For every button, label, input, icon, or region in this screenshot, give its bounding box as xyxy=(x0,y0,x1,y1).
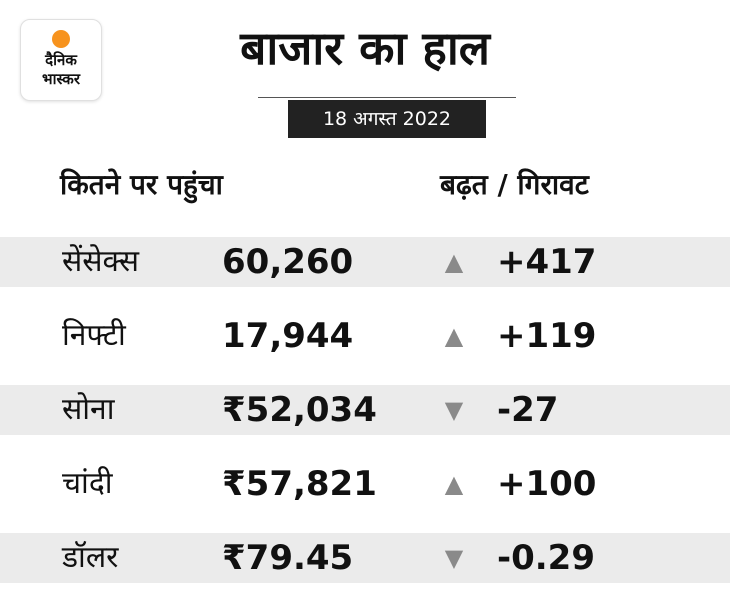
market-row-sensex: सेंसेक्स 60,260 ▲ +417 xyxy=(0,237,730,287)
date-divider xyxy=(258,97,516,98)
market-row-nifty: निफ्टी 17,944 ▲ +119 xyxy=(0,311,730,361)
row-change: +119 xyxy=(497,316,597,356)
row-name: सोना xyxy=(62,392,115,427)
dainik-bhaskar-logo: दैनिक भास्कर xyxy=(20,19,102,101)
row-change: +417 xyxy=(497,242,597,282)
row-name: चांदी xyxy=(62,466,113,501)
market-row-silver: चांदी ₹57,821 ▲ +100 xyxy=(0,459,730,509)
date-badge: 18 अगस्त 2022 xyxy=(288,100,486,138)
logo-text-line2: भास्कर xyxy=(42,70,80,88)
down-arrow-icon: ▼ xyxy=(444,396,464,424)
row-name: सेंसेक्स xyxy=(62,244,140,279)
logo-text-line1: दैनिक xyxy=(45,51,77,69)
down-arrow-icon: ▼ xyxy=(444,544,464,572)
row-change: +100 xyxy=(497,464,597,504)
row-value: 17,944 xyxy=(222,316,354,356)
column-header-change: बढ़त / गिरावट xyxy=(440,168,589,201)
up-arrow-icon: ▲ xyxy=(444,248,464,276)
up-arrow-icon: ▲ xyxy=(444,322,464,350)
row-name: डॉलर xyxy=(62,540,119,575)
row-value: ₹52,034 xyxy=(222,390,377,430)
sun-icon xyxy=(52,30,70,48)
up-arrow-icon: ▲ xyxy=(444,470,464,498)
column-header-value: कितने पर पहुंचा xyxy=(60,168,223,201)
page-title: बाजार का हाल xyxy=(240,21,490,75)
row-value: 60,260 xyxy=(222,242,354,282)
row-value: ₹79.45 xyxy=(222,538,354,578)
row-change: -0.29 xyxy=(497,538,595,578)
row-name: निफ्टी xyxy=(62,318,126,353)
row-value: ₹57,821 xyxy=(222,464,377,504)
market-row-gold: सोना ₹52,034 ▼ -27 xyxy=(0,385,730,435)
market-row-dollar: डॉलर ₹79.45 ▼ -0.29 xyxy=(0,533,730,583)
row-change: -27 xyxy=(497,390,559,430)
